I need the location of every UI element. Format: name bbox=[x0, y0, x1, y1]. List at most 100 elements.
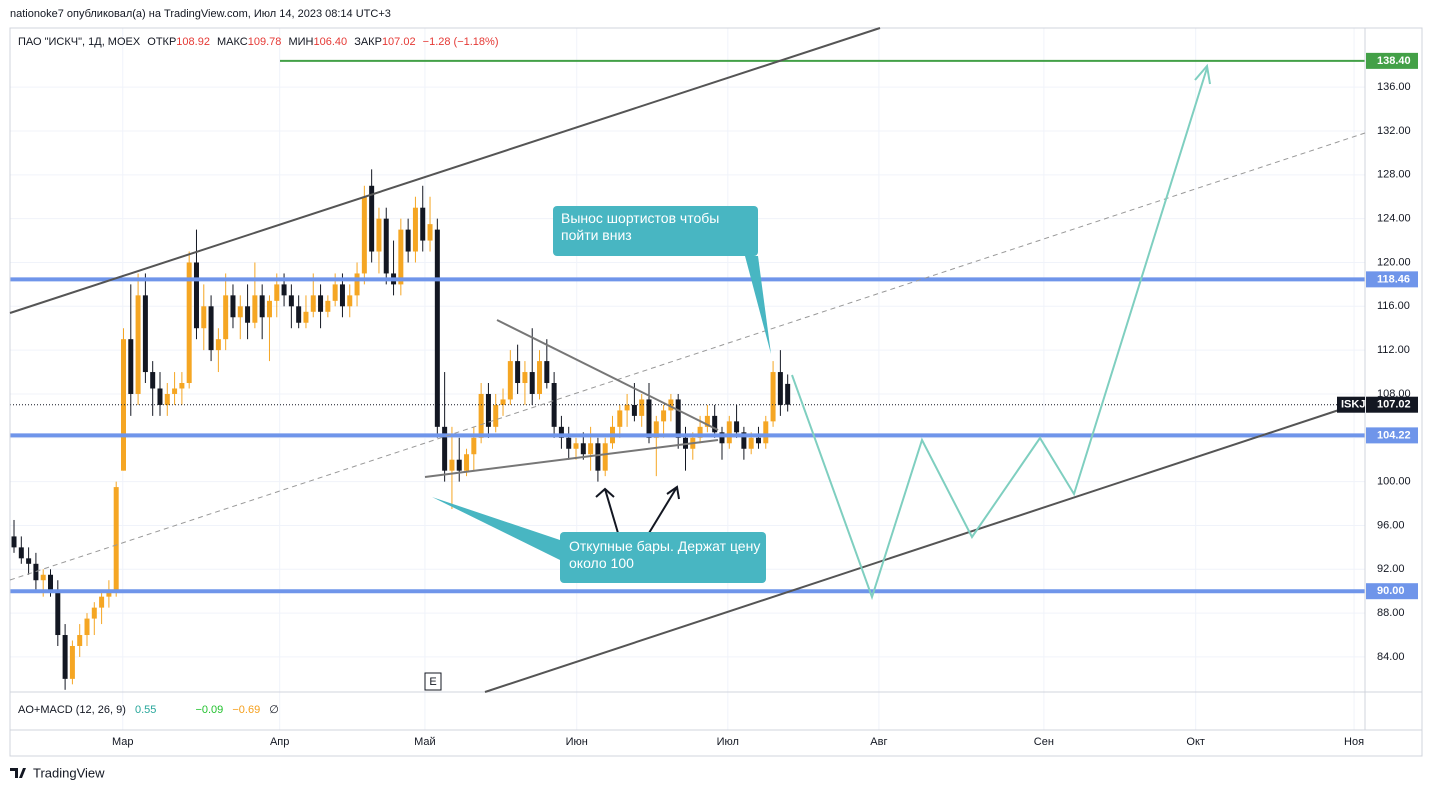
candle-body bbox=[485, 393, 491, 427]
candle-body bbox=[741, 432, 747, 449]
candle-body bbox=[785, 383, 791, 405]
candle-body bbox=[449, 459, 455, 471]
legend-symbol: ПАО "ИСКЧ", 1Д, MOEX bbox=[18, 36, 141, 48]
candle-body bbox=[69, 645, 75, 679]
candle-body bbox=[62, 635, 68, 679]
candle-body bbox=[369, 185, 375, 252]
candle-body bbox=[157, 388, 163, 405]
candle-body bbox=[624, 404, 630, 411]
candle-body bbox=[661, 410, 667, 422]
legend-label: ОТКР bbox=[147, 36, 176, 48]
arrow bbox=[648, 486, 678, 534]
legend-value: 106.40 bbox=[313, 36, 347, 48]
x-tick-label: Окт bbox=[1186, 736, 1205, 748]
candle-body bbox=[420, 207, 426, 241]
x-tick-label: Мар bbox=[112, 736, 134, 748]
footer-logo: TradingView bbox=[10, 765, 105, 780]
candle-body bbox=[245, 306, 251, 323]
candle-body bbox=[646, 399, 652, 438]
candle-body bbox=[135, 295, 141, 394]
indicator-value: ∅ bbox=[269, 704, 279, 716]
candle-body bbox=[106, 591, 112, 597]
event-marker[interactable] bbox=[424, 672, 442, 691]
candle-body bbox=[442, 426, 448, 471]
x-tick-label: Авг bbox=[870, 736, 887, 748]
legend-label: МАКС bbox=[217, 36, 248, 48]
y-tick-label: 128.00 bbox=[1377, 169, 1411, 181]
mid-line bbox=[9, 132, 1366, 581]
candle-body bbox=[573, 443, 579, 449]
candle-body bbox=[734, 421, 740, 433]
candle-body bbox=[339, 284, 345, 307]
trend-line bbox=[484, 407, 1346, 693]
y-tick-label: 84.00 bbox=[1377, 651, 1405, 663]
candle-body bbox=[770, 372, 776, 422]
candle-body bbox=[354, 273, 360, 296]
candle-body bbox=[777, 372, 783, 405]
candle-body bbox=[755, 437, 761, 444]
candle-body bbox=[347, 295, 353, 307]
level-tag bbox=[1366, 427, 1418, 444]
x-tick-label: Июн bbox=[566, 736, 588, 748]
y-tick-label: 136.00 bbox=[1377, 81, 1411, 93]
candle-body bbox=[412, 207, 418, 252]
candle-body bbox=[208, 306, 214, 351]
legend-value: 108.92 bbox=[176, 36, 210, 48]
candle-body bbox=[318, 295, 324, 312]
y-tick-label: 100.00 bbox=[1377, 476, 1411, 488]
candle-body bbox=[719, 432, 725, 444]
candle-body bbox=[310, 295, 316, 312]
level-label: 118.46 bbox=[1377, 273, 1410, 285]
candle-body bbox=[456, 459, 462, 471]
callout-text: Вынос шортистов чтобы пойти вниз bbox=[561, 210, 720, 243]
candle-body bbox=[515, 361, 521, 384]
candle-body bbox=[99, 596, 105, 608]
callout-bottom: Откупные бары. Держат цену около 100 bbox=[432, 497, 766, 583]
x-tick-label: Июл bbox=[717, 736, 739, 748]
callout-box bbox=[560, 532, 766, 583]
candle-body bbox=[631, 404, 637, 416]
header: nationoke7 опубликовал(а) на TradingView… bbox=[10, 8, 391, 20]
candle-body bbox=[464, 454, 470, 471]
candle-body bbox=[376, 218, 382, 252]
candle-body bbox=[18, 547, 24, 559]
candle-body bbox=[215, 339, 221, 351]
candle-body bbox=[332, 284, 338, 301]
candle-body bbox=[26, 558, 32, 564]
x-tick-label: Ноя bbox=[1344, 736, 1364, 748]
candle-body bbox=[201, 306, 207, 329]
arrow bbox=[604, 488, 619, 534]
triangle-line bbox=[496, 319, 719, 431]
drawings bbox=[9, 27, 1366, 693]
candle-body bbox=[471, 437, 477, 455]
candle-body bbox=[493, 404, 499, 427]
y-tick-label: 120.00 bbox=[1377, 256, 1411, 268]
plot bbox=[10, 28, 1365, 730]
candle-body bbox=[529, 372, 535, 394]
candle-body bbox=[77, 635, 83, 646]
y-tick-label: 124.00 bbox=[1377, 213, 1411, 225]
legend: ПАО "ИСКЧ", 1Д, MOEX ОТКР108.92 МАКС109.… bbox=[18, 36, 499, 48]
candle-body bbox=[120, 339, 126, 471]
candle-body bbox=[595, 443, 601, 471]
level-label: 104.22 bbox=[1377, 429, 1411, 441]
candle-body bbox=[726, 421, 732, 444]
indicator-value: 0.55 bbox=[135, 704, 156, 716]
candle-body bbox=[639, 399, 645, 416]
candle-body bbox=[580, 443, 586, 455]
candle-body bbox=[186, 262, 192, 384]
forecast-arrowhead bbox=[1194, 63, 1211, 85]
candle-body bbox=[259, 295, 265, 318]
level-tag bbox=[1366, 52, 1418, 69]
candle-body bbox=[40, 574, 46, 581]
candle-body bbox=[193, 262, 199, 329]
price-tag bbox=[1366, 396, 1418, 413]
candle-body bbox=[558, 426, 564, 438]
candle-body bbox=[179, 383, 185, 389]
candle-body bbox=[266, 300, 272, 318]
candle-body bbox=[172, 388, 178, 394]
legend-label: МИН bbox=[288, 36, 313, 48]
candle-body bbox=[544, 361, 550, 384]
candle-body bbox=[237, 306, 243, 318]
candle-body bbox=[281, 284, 287, 296]
